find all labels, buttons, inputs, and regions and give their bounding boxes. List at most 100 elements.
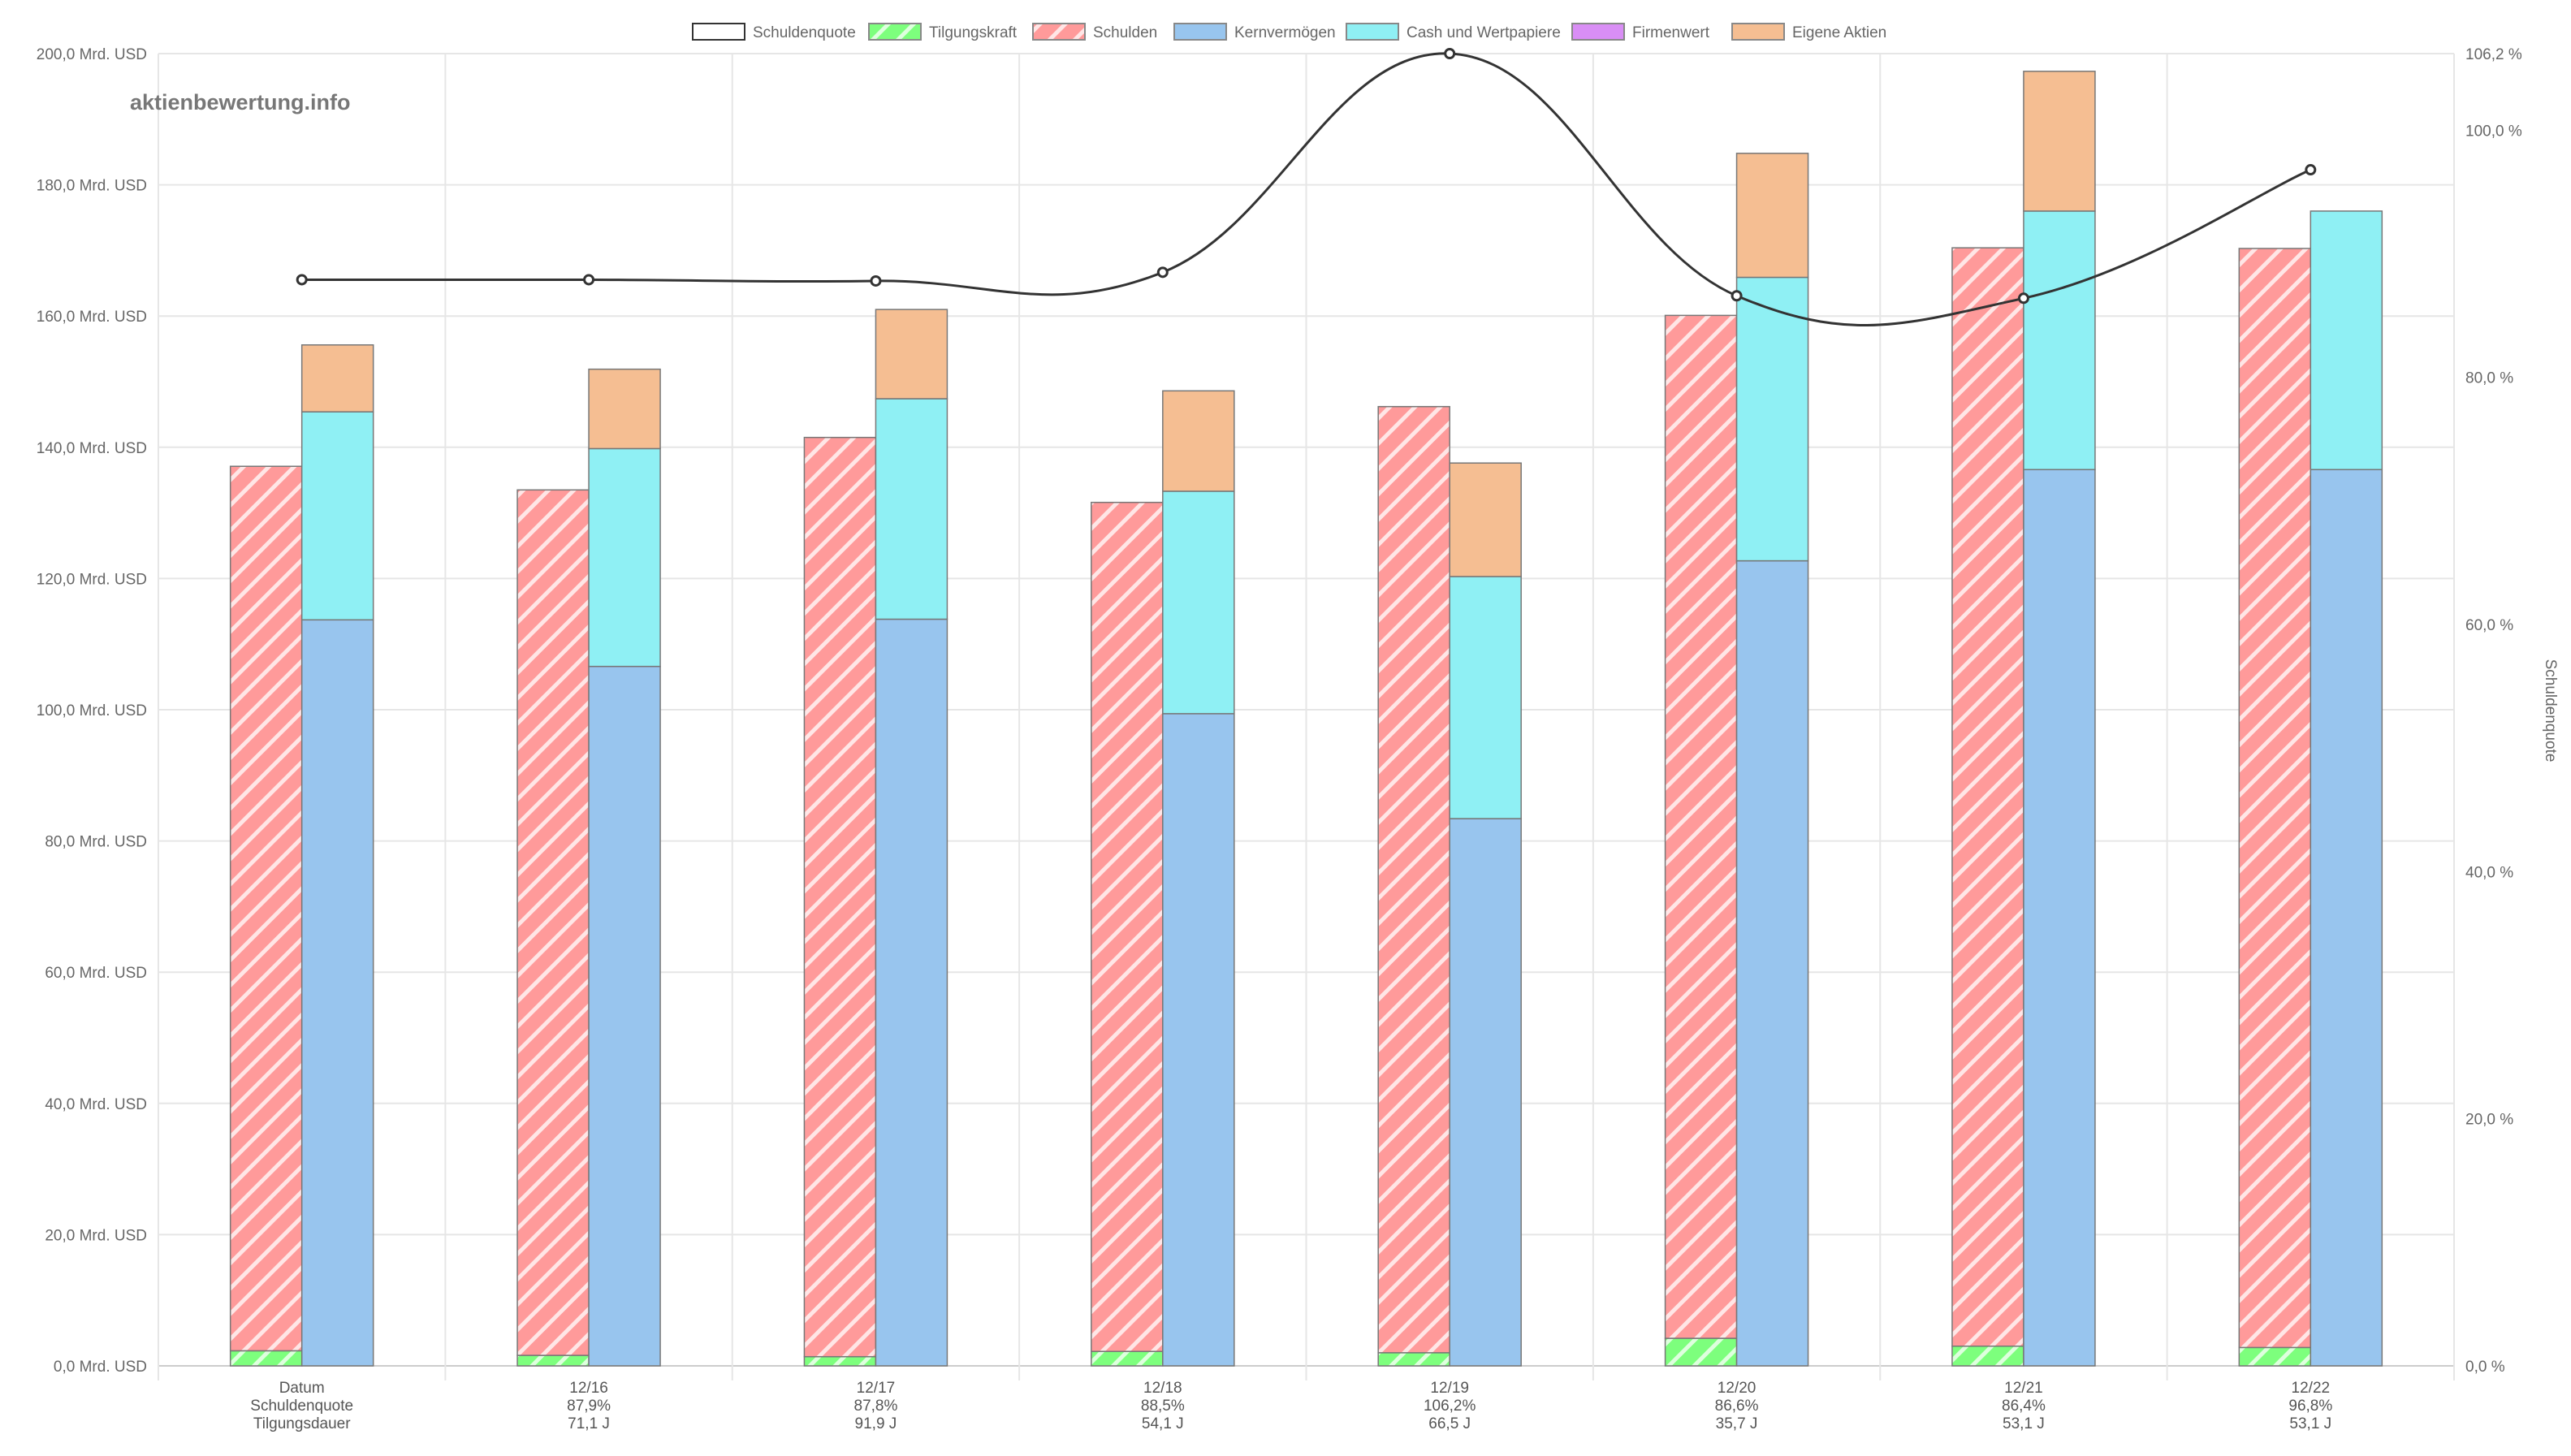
y-left-tick-label: 140,0 Mrd. USD bbox=[37, 440, 147, 457]
x-label-date: 12/21 bbox=[2004, 1380, 2043, 1397]
x-label-date: 12/22 bbox=[2292, 1380, 2331, 1397]
legend-label: Cash und Wertpapiere bbox=[1406, 24, 1561, 41]
bar-schulden bbox=[1951, 247, 2024, 1347]
y-left-tick-label: 40,0 Mrd. USD bbox=[45, 1096, 147, 1113]
y-right-tick-label: 60,0 % bbox=[2465, 617, 2513, 634]
bar-tilgungskraft bbox=[1951, 1346, 2024, 1367]
bar-tilgungskraft bbox=[1664, 1337, 1738, 1367]
legend-label: Tilgungskraft bbox=[929, 24, 1018, 41]
y-right-tick-label: 0,0 % bbox=[2465, 1359, 2505, 1376]
legend-swatch bbox=[1032, 23, 1086, 41]
y-right-tick-label: 40,0 % bbox=[2465, 864, 2513, 881]
legend-swatch bbox=[1731, 23, 1785, 41]
bar-tilgungskraft bbox=[1091, 1350, 1164, 1367]
x-label-schuldenquote: 86,6% bbox=[1715, 1398, 1759, 1415]
x-label-schuldenquote: 106,2% bbox=[1424, 1398, 1476, 1415]
y-left-tick-label: 80,0 Mrd. USD bbox=[45, 834, 147, 851]
schuldenquote-point bbox=[1731, 290, 1743, 302]
bar-schulden bbox=[229, 465, 303, 1352]
x-label-schuldenquote: 87,8% bbox=[854, 1398, 898, 1415]
y-left-tick-label: 60,0 Mrd. USD bbox=[45, 965, 147, 982]
bar-schulden bbox=[1377, 405, 1450, 1354]
bar-kernvermögen bbox=[875, 618, 948, 1367]
bar-tilgungskraft bbox=[2238, 1346, 2312, 1367]
x-label-date: 12/20 bbox=[1718, 1380, 1756, 1397]
bar-schulden bbox=[803, 436, 877, 1358]
bar-eigene-aktien bbox=[1449, 462, 1522, 577]
legend-swatch bbox=[1346, 23, 1399, 41]
y-right-tick-label: 20,0 % bbox=[2465, 1112, 2513, 1129]
bar-cash-und-wertpapiere bbox=[1162, 490, 1235, 715]
legend-item-kernvermoegen[interactable]: Kernvermögen bbox=[1173, 23, 1336, 41]
x-label-tilgungsdauer: 91,9 J bbox=[855, 1415, 897, 1432]
bar-kernvermögen bbox=[588, 665, 661, 1367]
x-label-date: 12/17 bbox=[857, 1380, 896, 1397]
schuldenquote-point bbox=[1444, 48, 1456, 59]
bar-kernvermögen bbox=[2310, 469, 2383, 1367]
legend-label: Firmenwert bbox=[1632, 24, 1710, 41]
x-label-tilgungsdauer: 54,1 J bbox=[1142, 1415, 1184, 1432]
x-label-tilgungsdauer: 71,1 J bbox=[568, 1415, 610, 1432]
bar-kernvermögen bbox=[1449, 818, 1522, 1367]
bar-schulden bbox=[1664, 314, 1738, 1339]
y-left-tick-label: 120,0 Mrd. USD bbox=[37, 571, 147, 588]
bar-cash-und-wertpapiere bbox=[1449, 576, 1522, 819]
bar-eigene-aktien bbox=[300, 344, 374, 413]
legend-item-eigene_aktien[interactable]: Eigene Aktien bbox=[1731, 23, 1886, 41]
x-label-date: 12/19 bbox=[1430, 1380, 1469, 1397]
bar-eigene-aktien bbox=[2023, 71, 2096, 212]
bars bbox=[229, 71, 2383, 1367]
schuldenquote-point bbox=[2305, 164, 2317, 176]
schuldenquote-point bbox=[583, 274, 595, 286]
y-left-tick-label: 0,0 Mrd. USD bbox=[54, 1359, 147, 1376]
bar-cash-und-wertpapiere bbox=[300, 411, 374, 621]
bar-cash-und-wertpapiere bbox=[875, 398, 948, 620]
x-label-schuldenquote: 96,8% bbox=[2288, 1398, 2332, 1415]
x-label-date: 12/16 bbox=[569, 1380, 608, 1397]
bar-schulden bbox=[2238, 248, 2312, 1349]
x-label-schuldenquote: 86,4% bbox=[2002, 1398, 2046, 1415]
legend-label: Eigene Aktien bbox=[1792, 24, 1886, 41]
bar-cash-und-wertpapiere bbox=[2023, 210, 2096, 471]
x-label-tilgungsdauer: Tilgungsdauer bbox=[253, 1415, 351, 1432]
legend-item-schulden[interactable]: Schulden bbox=[1032, 23, 1157, 41]
x-label-tilgungsdauer: 35,7 J bbox=[1716, 1415, 1758, 1432]
legend-swatch bbox=[692, 23, 745, 41]
legend-label: Schuldenquote bbox=[753, 24, 856, 41]
schuldenquote-point bbox=[870, 274, 882, 287]
y-right-tick-label: 100,0 % bbox=[2465, 123, 2522, 140]
bar-cash-und-wertpapiere bbox=[2310, 210, 2383, 471]
x-label-date: Datum bbox=[279, 1380, 325, 1397]
legend-item-tilgungskraft[interactable]: Tilgungskraft bbox=[868, 23, 1018, 41]
schuldenquote-point bbox=[2017, 292, 2029, 305]
watermark: aktienbewertung.info bbox=[130, 90, 351, 114]
x-label-schuldenquote: 88,5% bbox=[1141, 1398, 1185, 1415]
y-left-tick-label: 100,0 Mrd. USD bbox=[37, 702, 147, 719]
grid bbox=[158, 53, 2455, 1380]
legend-item-cash[interactable]: Cash und Wertpapiere bbox=[1346, 23, 1561, 41]
y-right-tick-label: 80,0 % bbox=[2465, 370, 2513, 387]
y-right-tick-label: 106,2 % bbox=[2465, 46, 2522, 63]
legend[interactable]: Schuldenquote Tilgungskraft Schulden Kernve… bbox=[692, 23, 1886, 41]
x-label-tilgungsdauer: 66,5 J bbox=[1428, 1415, 1471, 1432]
legend-item-line[interactable]: Schuldenquote bbox=[692, 23, 856, 41]
bar-eigene-aktien bbox=[875, 309, 948, 400]
bar-eigene-aktien bbox=[588, 368, 661, 450]
schuldenquote-point bbox=[296, 274, 308, 286]
bar-schulden bbox=[1091, 501, 1164, 1352]
y-left-tick-label: 200,0 Mrd. USD bbox=[37, 46, 147, 63]
legend-item-firmenwert[interactable]: Firmenwert bbox=[1571, 23, 1710, 41]
x-label-schuldenquote: Schuldenquote bbox=[250, 1398, 353, 1415]
bar-eigene-aktien bbox=[1162, 390, 1235, 492]
bar-schulden bbox=[516, 489, 590, 1356]
bar-tilgungskraft bbox=[803, 1355, 877, 1367]
bar-kernvermögen bbox=[1735, 560, 1809, 1367]
legend-label: Kernvermögen bbox=[1234, 24, 1336, 41]
bar-cash-und-wertpapiere bbox=[1735, 276, 1809, 562]
bar-tilgungskraft bbox=[1377, 1352, 1450, 1367]
bar-eigene-aktien bbox=[1735, 153, 1809, 279]
schuldenquote-point bbox=[1156, 266, 1169, 279]
x-label-tilgungsdauer: 53,1 J bbox=[2289, 1415, 2331, 1432]
bar-kernvermögen bbox=[2023, 469, 2096, 1367]
x-label-schuldenquote: 87,9% bbox=[567, 1398, 611, 1415]
